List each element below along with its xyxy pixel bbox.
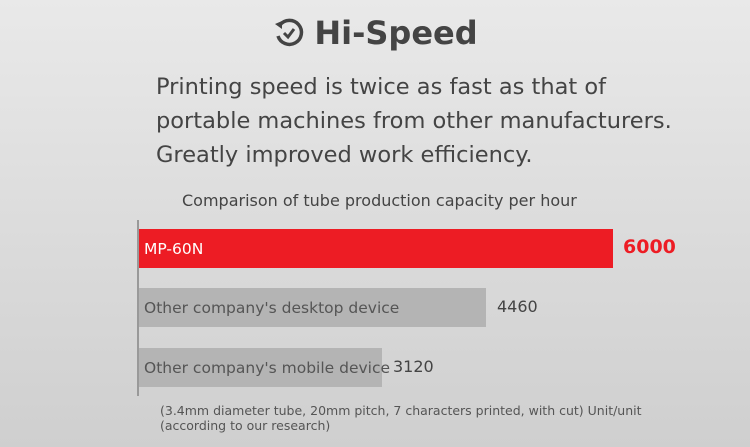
bar-label: Other company's mobile device xyxy=(144,358,391,377)
title-text: Hi-Speed xyxy=(314,14,478,52)
bar: MP-60N xyxy=(139,229,613,268)
chart-note: (3.4mm diameter tube, 20mm pitch, 7 char… xyxy=(160,403,642,433)
value-label: 6000 xyxy=(623,236,676,258)
note-line: (according to our research) xyxy=(160,418,331,433)
bar-label: Other company's desktop device xyxy=(144,298,400,317)
value-label: 4460 xyxy=(497,297,538,316)
y-axis-line xyxy=(137,220,139,396)
page-title: Hi-Speed xyxy=(0,14,750,52)
bar: Other company's mobile device xyxy=(139,348,390,387)
note-line: (3.4mm diameter tube, 20mm pitch, 7 char… xyxy=(160,403,642,418)
bar-label: MP-60N xyxy=(144,239,204,258)
value-label: 3120 xyxy=(393,357,434,376)
description-line: portable machines from other manufacture… xyxy=(156,108,672,134)
chart-title: Comparison of tube production capacity p… xyxy=(182,191,577,210)
bar: Other company's desktop device xyxy=(139,288,486,327)
clock-refresh-icon xyxy=(275,18,304,47)
description: Printing speed is twice as fast as that … xyxy=(156,70,716,172)
description-line: Printing speed is twice as fast as that … xyxy=(156,74,607,100)
description-line: Greatly improved work efficiency. xyxy=(156,142,533,168)
